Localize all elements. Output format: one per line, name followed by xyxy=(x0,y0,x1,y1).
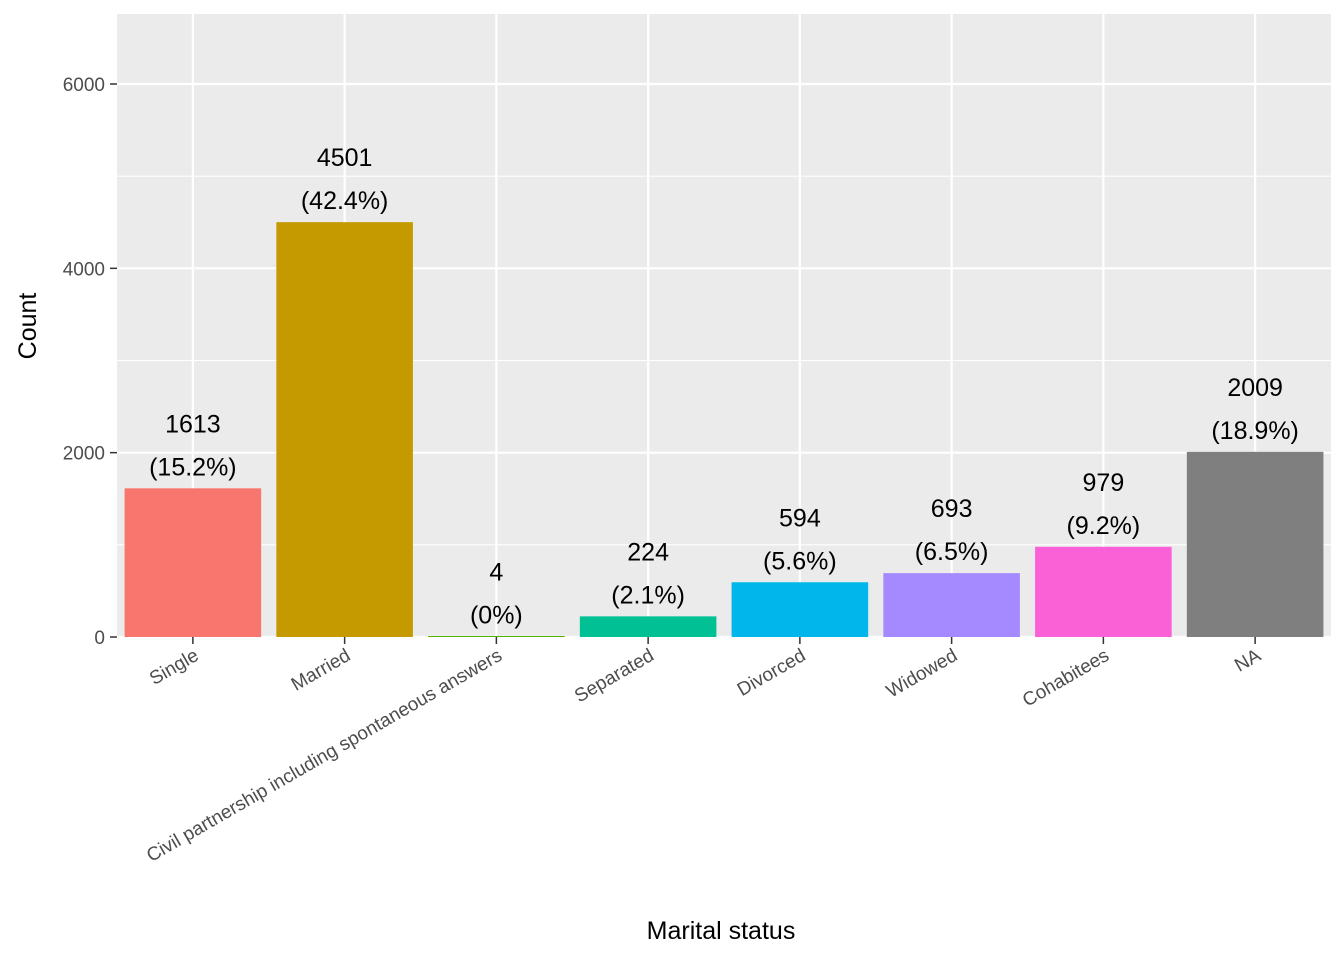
x-tick-label: Single xyxy=(146,645,202,690)
bar-value-label: 224 xyxy=(627,538,669,566)
y-tick-label: 0 xyxy=(94,628,105,649)
y-tick-label: 6000 xyxy=(63,75,105,96)
bar xyxy=(1035,546,1172,637)
bar-percent-label: (6.5%) xyxy=(915,538,989,566)
bar xyxy=(124,488,262,637)
x-tick-label: Divorced xyxy=(734,645,809,701)
bar-value-label: 1613 xyxy=(165,410,221,438)
bar-percent-label: (42.4%) xyxy=(301,187,389,215)
bar-value-label: 594 xyxy=(779,504,821,532)
bar-percent-label: (0%) xyxy=(470,602,523,630)
bar xyxy=(1186,451,1324,637)
bar-percent-label: (15.2%) xyxy=(149,453,237,481)
bar-labels: 1613 (15.2%) 4501 (42.4%) 4 (0%) 224 (2.1%) 594 (… xyxy=(149,144,1299,629)
bar xyxy=(276,222,413,637)
bar xyxy=(428,636,565,637)
bar-value-label: 979 xyxy=(1083,469,1125,497)
bar-percent-label: (2.1%) xyxy=(611,581,685,609)
x-tick-label: Married xyxy=(288,645,354,695)
x-axis-title: Marital status xyxy=(647,917,796,945)
y-axis: 0 2000 4000 6000 xyxy=(63,75,117,649)
x-tick-label: Widowed xyxy=(883,645,961,702)
bar-percent-label: (18.9%) xyxy=(1211,417,1299,445)
bar xyxy=(731,582,869,637)
x-tick-label: Cohabitees xyxy=(1019,645,1113,711)
bar xyxy=(579,616,717,637)
grid-lines xyxy=(117,14,1331,639)
x-tick-label: Separated xyxy=(571,645,657,707)
bar-value-label: 2009 xyxy=(1227,374,1283,402)
y-tick-label: 4000 xyxy=(63,259,105,280)
bar-value-label: 4501 xyxy=(317,144,373,172)
bar-percent-label: (5.6%) xyxy=(763,547,837,575)
bar-percent-label: (9.2%) xyxy=(1067,512,1141,540)
bar-value-label: 693 xyxy=(931,495,973,523)
y-tick-label: 2000 xyxy=(63,444,105,465)
bar xyxy=(883,573,1020,637)
bars xyxy=(124,222,1324,637)
x-tick-label: NA xyxy=(1231,645,1265,677)
bar-value-label: 4 xyxy=(489,559,503,587)
y-axis-title: Count xyxy=(14,293,42,360)
